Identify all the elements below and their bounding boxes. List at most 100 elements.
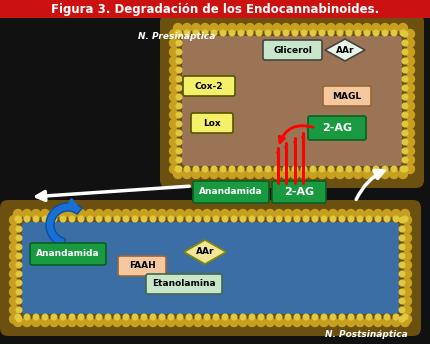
Circle shape (249, 314, 255, 320)
Circle shape (78, 314, 84, 320)
Circle shape (213, 314, 219, 320)
Circle shape (176, 103, 182, 109)
Circle shape (346, 30, 352, 36)
Circle shape (237, 23, 246, 32)
Circle shape (402, 103, 408, 109)
Circle shape (273, 170, 282, 179)
Circle shape (141, 216, 147, 222)
Circle shape (157, 318, 166, 326)
Circle shape (237, 170, 246, 179)
Circle shape (200, 23, 209, 32)
Circle shape (166, 209, 175, 218)
Circle shape (310, 30, 316, 36)
Circle shape (303, 314, 309, 320)
Circle shape (238, 166, 244, 172)
Circle shape (159, 314, 165, 320)
Circle shape (42, 216, 48, 222)
Circle shape (159, 216, 165, 222)
Circle shape (257, 209, 265, 218)
FancyBboxPatch shape (272, 181, 326, 203)
Circle shape (176, 94, 182, 100)
Circle shape (16, 316, 22, 322)
Circle shape (157, 209, 166, 218)
Circle shape (319, 166, 325, 172)
Circle shape (402, 260, 412, 269)
Circle shape (362, 23, 372, 32)
Circle shape (87, 314, 93, 320)
Circle shape (212, 209, 221, 218)
Circle shape (372, 170, 381, 179)
Circle shape (294, 314, 300, 320)
Circle shape (9, 243, 18, 251)
Circle shape (348, 314, 354, 320)
Circle shape (203, 209, 212, 218)
Circle shape (230, 318, 239, 326)
FancyBboxPatch shape (263, 40, 322, 60)
FancyBboxPatch shape (182, 36, 402, 166)
Circle shape (399, 217, 405, 223)
Circle shape (258, 314, 264, 320)
Circle shape (218, 23, 227, 32)
Circle shape (211, 30, 217, 36)
Circle shape (381, 23, 390, 32)
Circle shape (200, 170, 209, 179)
Circle shape (9, 251, 18, 260)
Circle shape (13, 209, 22, 218)
Circle shape (374, 318, 383, 326)
Circle shape (282, 23, 291, 32)
Circle shape (384, 216, 390, 222)
Circle shape (60, 216, 66, 222)
Circle shape (33, 216, 39, 222)
Circle shape (13, 318, 22, 326)
Circle shape (310, 209, 319, 218)
Text: Etanolamina: Etanolamina (152, 279, 216, 289)
Circle shape (24, 314, 30, 320)
Circle shape (405, 101, 415, 110)
Circle shape (51, 216, 57, 222)
Circle shape (49, 318, 58, 326)
Circle shape (273, 23, 282, 32)
Circle shape (405, 30, 415, 39)
Circle shape (338, 209, 347, 218)
Circle shape (231, 314, 237, 320)
Circle shape (202, 166, 208, 172)
Circle shape (176, 49, 182, 55)
Circle shape (399, 253, 405, 259)
Circle shape (391, 318, 400, 326)
Circle shape (391, 30, 397, 36)
Circle shape (168, 216, 174, 222)
Circle shape (317, 23, 326, 32)
Circle shape (141, 314, 147, 320)
Circle shape (9, 234, 18, 243)
Circle shape (15, 216, 21, 222)
Circle shape (169, 101, 178, 110)
Circle shape (366, 314, 372, 320)
Text: Lox: Lox (203, 118, 221, 128)
Circle shape (257, 318, 265, 326)
Circle shape (399, 235, 405, 241)
Circle shape (175, 209, 184, 218)
Circle shape (169, 75, 178, 84)
FancyBboxPatch shape (118, 256, 166, 276)
Circle shape (402, 314, 412, 323)
Circle shape (220, 30, 226, 36)
Circle shape (249, 216, 255, 222)
Circle shape (355, 166, 361, 172)
Circle shape (168, 314, 174, 320)
Circle shape (176, 139, 182, 145)
Circle shape (139, 209, 148, 218)
Circle shape (375, 314, 381, 320)
Circle shape (16, 307, 22, 313)
Circle shape (402, 130, 408, 136)
Circle shape (212, 318, 221, 326)
Circle shape (105, 216, 111, 222)
Circle shape (104, 318, 113, 326)
Circle shape (365, 209, 374, 218)
Circle shape (9, 279, 18, 288)
Circle shape (169, 129, 178, 138)
Circle shape (169, 93, 178, 101)
Circle shape (402, 31, 408, 37)
Circle shape (203, 318, 212, 326)
Circle shape (231, 216, 237, 222)
Text: N. Presináptica: N. Presináptica (138, 32, 215, 41)
